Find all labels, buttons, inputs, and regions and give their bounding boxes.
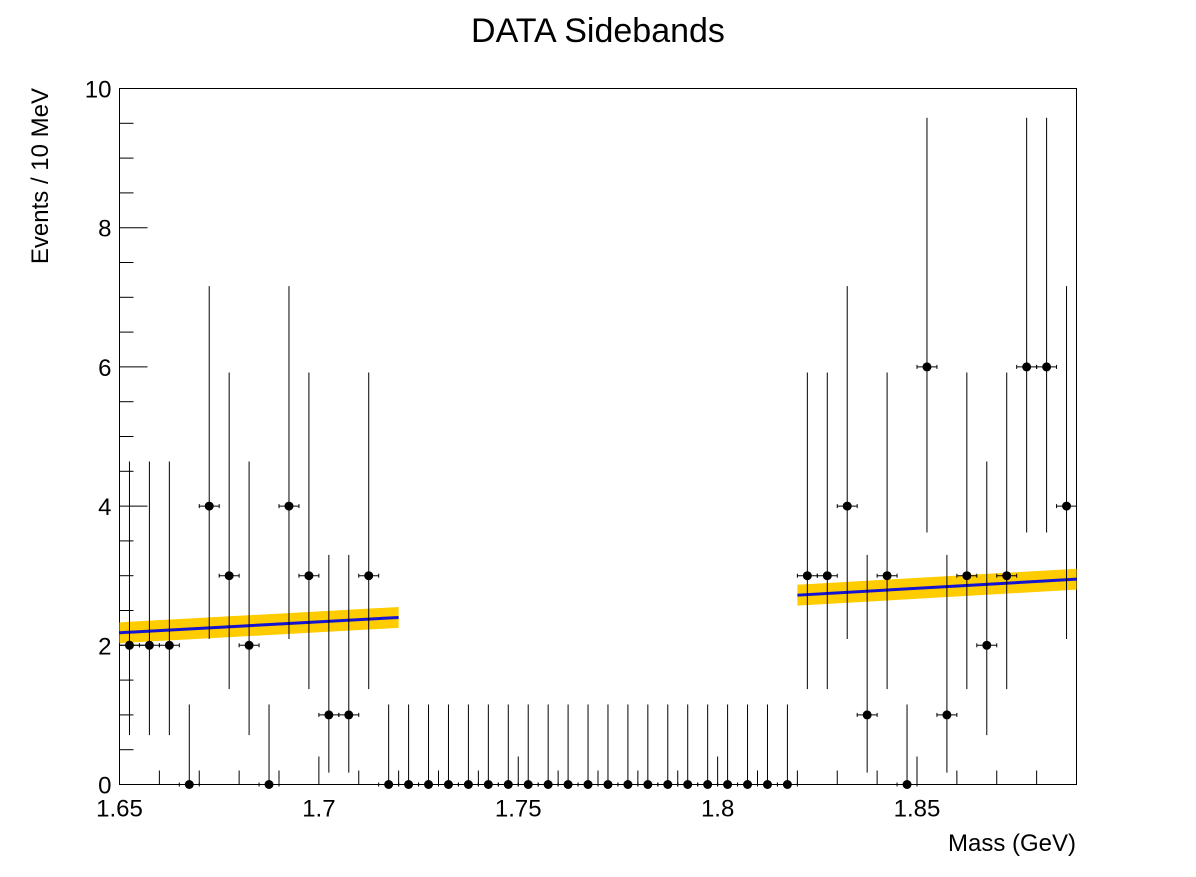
data-point xyxy=(663,780,673,789)
data-point xyxy=(224,571,234,581)
y-axis-label: Events / 10 MeV xyxy=(27,88,54,264)
x-tick-label: 1.65 xyxy=(96,796,143,823)
data-point xyxy=(184,780,194,789)
fit-band-layer xyxy=(119,568,1077,644)
data-point xyxy=(862,710,872,720)
data-point xyxy=(503,780,513,789)
data-point xyxy=(164,640,174,650)
y-tick-label: 4 xyxy=(98,494,111,521)
data-point xyxy=(623,780,633,789)
data-point xyxy=(324,710,334,720)
plot-frame xyxy=(119,88,1077,785)
x-tick-label: 1.75 xyxy=(495,796,542,823)
data-point xyxy=(603,780,613,789)
data-point xyxy=(942,710,952,720)
data-point xyxy=(822,571,832,581)
data-point xyxy=(723,780,733,789)
data-point xyxy=(743,780,753,789)
data-point xyxy=(244,640,254,650)
data-point xyxy=(922,362,932,372)
fit-line-1 xyxy=(119,615,399,635)
y-tick-label: 2 xyxy=(98,633,111,660)
data-point-layer xyxy=(124,362,1072,789)
data-point xyxy=(683,780,693,789)
y-tick-label: 8 xyxy=(98,216,111,243)
x-tick-label: 1.7 xyxy=(302,796,335,823)
data-point xyxy=(982,640,992,650)
data-point xyxy=(424,780,434,789)
data-point xyxy=(583,780,593,789)
data-point xyxy=(404,780,414,789)
data-point xyxy=(782,780,792,789)
data-point xyxy=(523,780,533,789)
chart-title: DATA Sidebands xyxy=(471,12,725,50)
data-point xyxy=(1022,362,1032,372)
data-point xyxy=(304,571,314,581)
data-point xyxy=(703,780,713,789)
data-point xyxy=(264,780,274,789)
data-point xyxy=(384,780,394,789)
data-point xyxy=(443,780,453,789)
data-point xyxy=(1042,362,1052,372)
y-tick-label: 10 xyxy=(85,77,112,104)
error-bar-layer xyxy=(119,117,1077,787)
data-point xyxy=(364,571,374,581)
axis-layer: 1.65 1.7 1.75 1.8 1.85 0 2 4 6 8 10 xyxy=(85,77,1077,823)
data-point xyxy=(483,780,493,789)
data-point xyxy=(463,780,473,789)
y-tick-label: 0 xyxy=(98,773,111,800)
data-point xyxy=(284,501,294,511)
data-point xyxy=(762,780,772,789)
data-point xyxy=(902,780,912,789)
fit-line-2 xyxy=(797,577,1077,597)
data-point xyxy=(344,710,354,720)
data-point xyxy=(962,571,972,581)
data-point xyxy=(802,571,812,581)
data-point xyxy=(882,571,892,581)
y-tick-label: 6 xyxy=(98,355,111,382)
data-point xyxy=(842,501,852,511)
fit-line-layer xyxy=(119,577,1077,635)
x-axis-label: Mass (GeV) xyxy=(948,830,1076,857)
data-point xyxy=(1002,571,1012,581)
data-point xyxy=(144,640,154,650)
data-point xyxy=(563,780,573,789)
x-tick-label: 1.85 xyxy=(894,796,941,823)
data-point xyxy=(1062,501,1072,511)
data-point xyxy=(643,780,653,789)
x-tick-label: 1.8 xyxy=(701,796,734,823)
data-point xyxy=(204,501,214,511)
data-point xyxy=(543,780,553,789)
